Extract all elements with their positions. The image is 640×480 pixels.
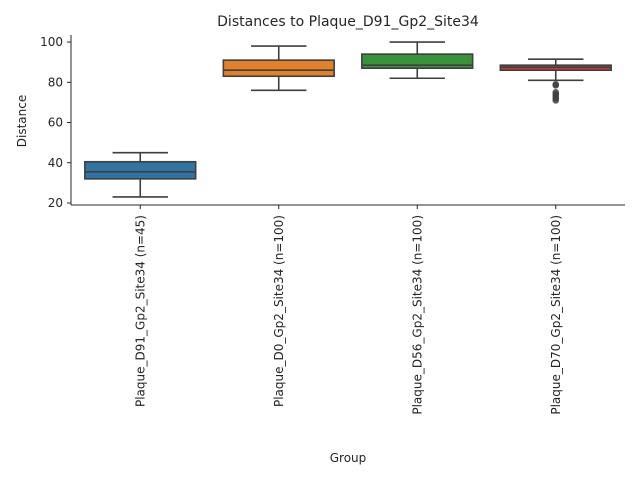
box-group bbox=[84, 151, 197, 198]
iqr-box bbox=[222, 59, 335, 78]
y-axis-label: Distance bbox=[15, 95, 29, 147]
y-tick-label: 100 bbox=[40, 35, 63, 49]
x-tick-label: Plaque_D56_Gp2_Site34 (n=100) bbox=[410, 215, 424, 415]
y-tick-label: 40 bbox=[48, 156, 63, 170]
outlier-point bbox=[552, 97, 560, 104]
outlier-point bbox=[552, 81, 560, 89]
iqr-box bbox=[361, 53, 474, 69]
chart-title: Distances to Plaque_D91_Gp2_Site34 bbox=[217, 14, 479, 30]
y-ticks: 20 40 60 80 100 bbox=[40, 35, 71, 210]
box-group bbox=[222, 45, 335, 92]
boxes bbox=[84, 41, 612, 198]
x-axis-label: Group bbox=[330, 451, 367, 465]
box-group bbox=[499, 58, 612, 104]
x-tick-label: Plaque_D91_Gp2_Site34 (n=45) bbox=[133, 215, 147, 407]
y-tick-label: 20 bbox=[48, 196, 63, 210]
y-tick-label: 80 bbox=[48, 75, 63, 89]
y-tick-label: 60 bbox=[48, 116, 63, 130]
iqr-box bbox=[84, 160, 197, 180]
x-tick-label: Plaque_D70_Gp2_Site34 (n=100) bbox=[549, 215, 563, 415]
x-ticks: Plaque_D91_Gp2_Site34 (n=45) Plaque_D0_Gp… bbox=[133, 205, 563, 415]
box-group bbox=[361, 41, 474, 80]
x-tick-label: Plaque_D0_Gp2_Site34 (n=100) bbox=[272, 215, 286, 407]
